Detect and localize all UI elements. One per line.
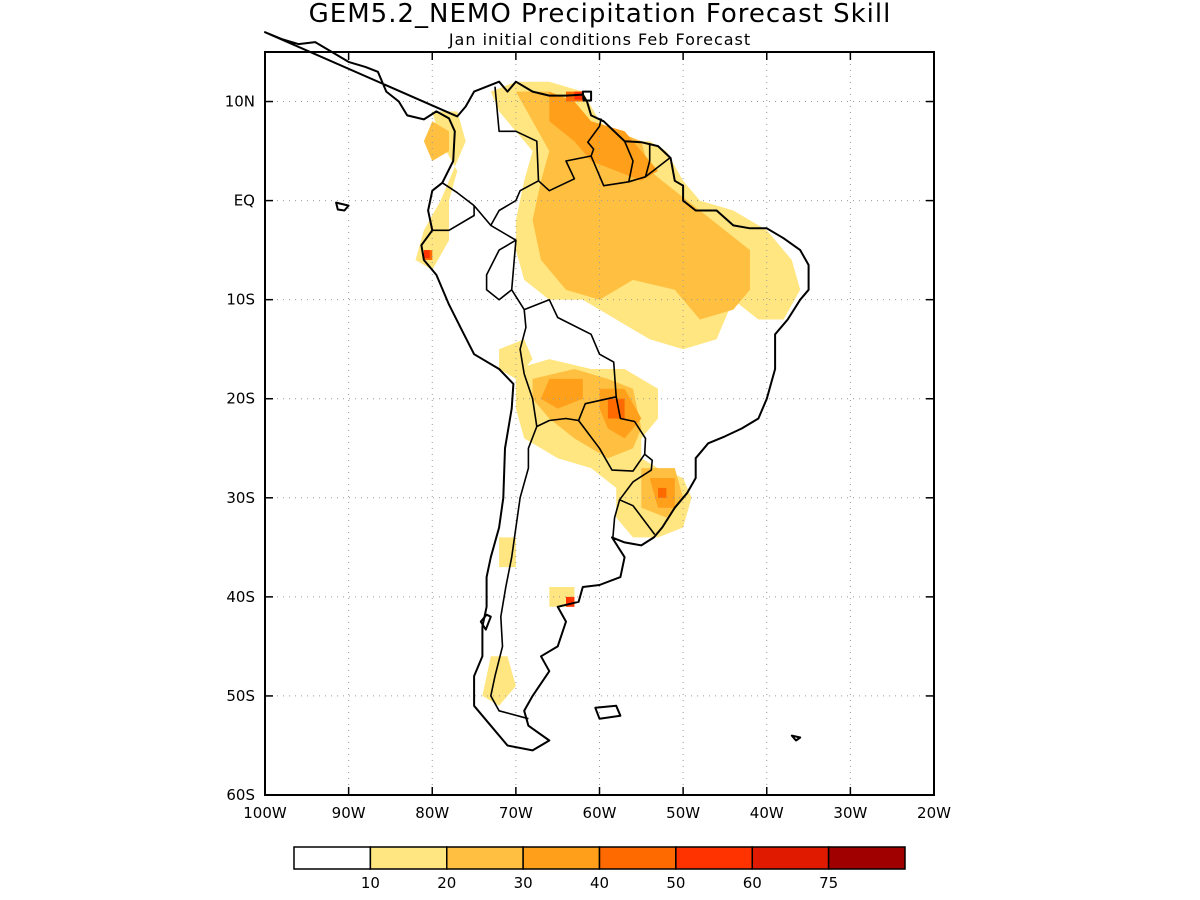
colorbar-swatch — [446, 846, 524, 870]
colorbar-swatch — [293, 846, 372, 870]
colorbar-label: 75 — [819, 874, 838, 892]
skill-region — [541, 378, 583, 409]
chart-title: GEM5.2_NEMO Precipitation Forecast Skill — [309, 0, 892, 29]
island-outline — [581, 90, 593, 102]
colorbar-swatch — [522, 846, 601, 870]
country-border — [485, 239, 517, 301]
lat-tick-label: EQ — [234, 192, 255, 210]
colorbar-label: 40 — [590, 874, 609, 892]
colorbar-label: 50 — [666, 874, 685, 892]
lat-tick-label: 60S — [226, 786, 255, 804]
country-border — [473, 205, 527, 375]
lon-tick-label: 50W — [666, 804, 700, 822]
lat-tick-label: 20S — [226, 390, 255, 408]
lat-tick-label: 40S — [226, 588, 255, 606]
lon-tick-label: 60W — [583, 804, 617, 822]
country-border — [523, 298, 617, 428]
lat-tick-label: 50S — [226, 687, 255, 705]
skill-region — [423, 250, 430, 259]
colorbar-swatch — [675, 846, 753, 870]
lon-tick-label: 20W — [917, 804, 951, 822]
country-border — [490, 373, 538, 720]
lon-tick-label: 90W — [332, 804, 366, 822]
lon-tick-label: 100W — [243, 804, 287, 822]
colorbar-label: 30 — [514, 874, 533, 892]
country-border — [644, 143, 651, 178]
skill-region — [515, 91, 750, 320]
country-border — [618, 453, 656, 535]
colorbar-label: 10 — [361, 874, 380, 892]
lat-tick-label: 10S — [226, 291, 255, 309]
chart-subtitle: Jan initial conditions Feb Forecast — [448, 30, 751, 49]
colorbar-swatch — [369, 846, 448, 870]
lat-tick-label: 30S — [226, 489, 255, 507]
island-outline — [335, 201, 350, 212]
colorbar-swatch — [751, 846, 830, 870]
lon-tick-label: 40W — [750, 804, 784, 822]
lat-tick-label: 10N — [225, 93, 255, 111]
axis-ticks: 100W 90W 80W 70W 60W 50W 40W 30W 20W 10N EQ 10S 20S 3… — [225, 52, 951, 822]
skill-region — [607, 398, 625, 419]
country-border — [432, 205, 475, 232]
lon-tick-label: 30W — [833, 804, 867, 822]
continent-outline-fill — [265, 32, 809, 750]
colorbar-label: 20 — [437, 874, 456, 892]
skill-shading-layer — [415, 81, 801, 706]
skill-region — [658, 487, 667, 498]
island-outline — [479, 613, 492, 631]
colorbar-label: 60 — [743, 874, 762, 892]
skill-region — [423, 121, 449, 161]
coastline-layer — [264, 31, 810, 752]
country-border — [441, 182, 475, 207]
colorbar: 10 20 30 40 50 60 75 — [293, 846, 906, 892]
island-outline — [790, 734, 802, 742]
colorbar-swatch — [827, 846, 906, 870]
island-outline — [594, 704, 622, 720]
skill-region — [549, 91, 658, 181]
colorbar-swatch — [598, 846, 677, 870]
country-border — [612, 499, 621, 538]
lon-tick-label: 70W — [499, 804, 533, 822]
coastline — [264, 31, 810, 752]
country-border — [623, 140, 634, 182]
lon-tick-label: 80W — [415, 804, 449, 822]
